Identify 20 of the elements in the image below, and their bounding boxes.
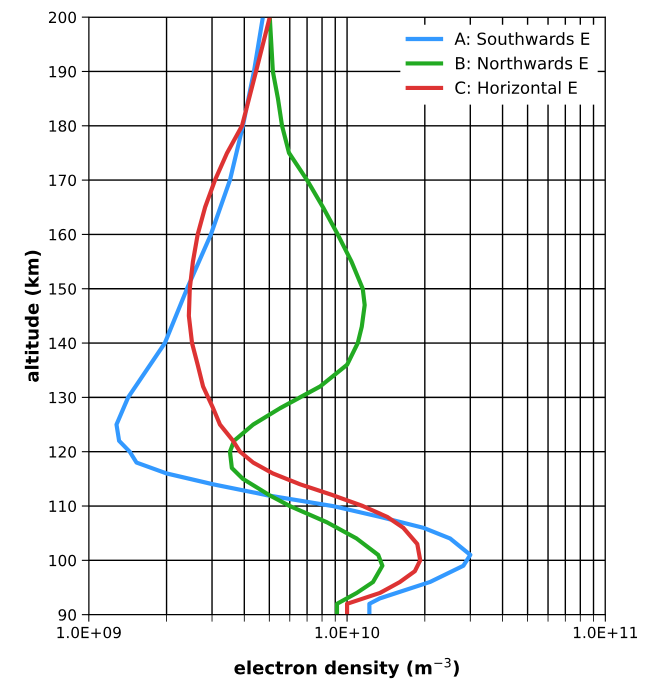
x-tick-label: 1.0E+09 [57, 626, 121, 638]
y-tick-label: 130 [50, 392, 76, 404]
y-tick-label: 90 [58, 609, 76, 621]
y-axis-title: altitude (km) [24, 250, 41, 382]
y-tick-label: 170 [50, 174, 76, 186]
y-tick-label: 110 [50, 500, 76, 512]
x-axis-title: electron density (m$^{−3}$) [234, 658, 459, 678]
legend-label: C: Horizontal E [455, 81, 577, 94]
y-tick-label: 100 [50, 554, 76, 566]
y-tick-label: 190 [50, 66, 76, 78]
y-tick-label: 200 [48, 12, 76, 24]
y-tick-label: 140 [50, 338, 76, 350]
y-tick-label: 120 [50, 446, 76, 458]
x-tick-label: 1.0E+11 [574, 626, 638, 638]
x-tick-label: 1.0E+10 [316, 626, 380, 638]
y-tick-label: 160 [50, 228, 76, 240]
legend-label: B: Northwards E [456, 56, 588, 70]
y-tick-label: 150 [50, 283, 76, 295]
y-tick-label: 180 [50, 120, 76, 132]
legend-label: A: Southwards E [454, 32, 590, 46]
